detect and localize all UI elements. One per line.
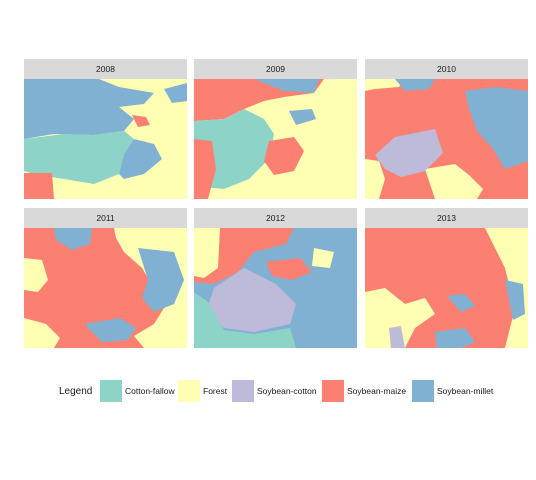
forest-region <box>24 318 60 348</box>
soybean-millet-region <box>54 228 92 250</box>
legend-label: Soybean-millet <box>437 386 494 396</box>
soybean-maize-region <box>132 115 150 127</box>
land-use-map <box>365 228 528 348</box>
legend-swatch <box>322 380 344 402</box>
soybean-millet-region <box>395 79 435 91</box>
facet-strip: 2009 <box>194 59 357 79</box>
forest-region <box>194 228 220 278</box>
legend-label: Cotton-fallow <box>125 386 175 396</box>
soybean-millet-region <box>24 79 154 139</box>
soybean-maize-region <box>264 137 304 175</box>
legend-label: Forest <box>203 386 228 396</box>
legend: Legend Cotton-fallow Forest Soybean-cott… <box>0 380 536 406</box>
cotton-fallow-region <box>194 292 296 348</box>
soybean-maize-region <box>266 258 312 280</box>
soybean-millet-region <box>435 328 475 348</box>
legend-swatch <box>412 380 434 402</box>
facet-panel-2011: 2011 <box>24 208 187 348</box>
legend-swatch <box>178 380 200 402</box>
facet-strip: 2011 <box>24 208 187 228</box>
forest-region <box>365 79 405 91</box>
facet-panel-2008: 2008 <box>24 59 187 199</box>
facet-strip: 2012 <box>194 208 357 228</box>
forest-region <box>24 258 48 292</box>
soybean-cotton-region <box>375 129 443 177</box>
land-use-map <box>365 79 528 199</box>
soybean-millet-region <box>505 280 525 320</box>
land-use-map <box>24 79 187 199</box>
legend-title: Legend <box>59 386 93 397</box>
soybean-millet-region <box>84 318 136 342</box>
soybean-cotton-region <box>206 268 296 332</box>
legend-swatch <box>100 380 122 402</box>
soybean-maize-region <box>194 139 216 199</box>
legend-label: Soybean-maize <box>347 386 407 396</box>
facet-panel-2010: 2010 <box>365 59 528 199</box>
land-use-map <box>24 228 187 348</box>
forest-region <box>485 228 528 348</box>
land-use-map <box>194 228 357 348</box>
cotton-fallow-region <box>24 131 134 184</box>
legend-swatch <box>232 380 254 402</box>
forest-region <box>425 164 483 199</box>
soybean-millet-region <box>119 139 162 179</box>
facet-panel-2012: 2012 <box>194 208 357 348</box>
facet-panel-2009: 2009 <box>194 59 357 199</box>
facet-strip: 2008 <box>24 59 187 79</box>
land-use-map <box>194 79 357 199</box>
soybean-cotton-region <box>389 326 405 348</box>
facet-strip: 2010 <box>365 59 528 79</box>
soybean-millet-region <box>254 79 319 93</box>
facet-strip: 2013 <box>365 208 528 228</box>
forest-region <box>365 159 385 199</box>
soybean-millet-region <box>164 83 187 103</box>
soybean-millet-region <box>138 248 184 312</box>
forest-region <box>365 288 435 348</box>
soybean-millet-region <box>447 294 475 312</box>
facet-panel-2013: 2013 <box>365 208 528 348</box>
legend-label: Soybean-cotton <box>257 386 317 396</box>
forest-region <box>312 248 334 268</box>
soybean-millet-region <box>465 87 528 169</box>
soybean-millet-region <box>289 109 316 125</box>
soybean-maize-region <box>24 173 54 199</box>
